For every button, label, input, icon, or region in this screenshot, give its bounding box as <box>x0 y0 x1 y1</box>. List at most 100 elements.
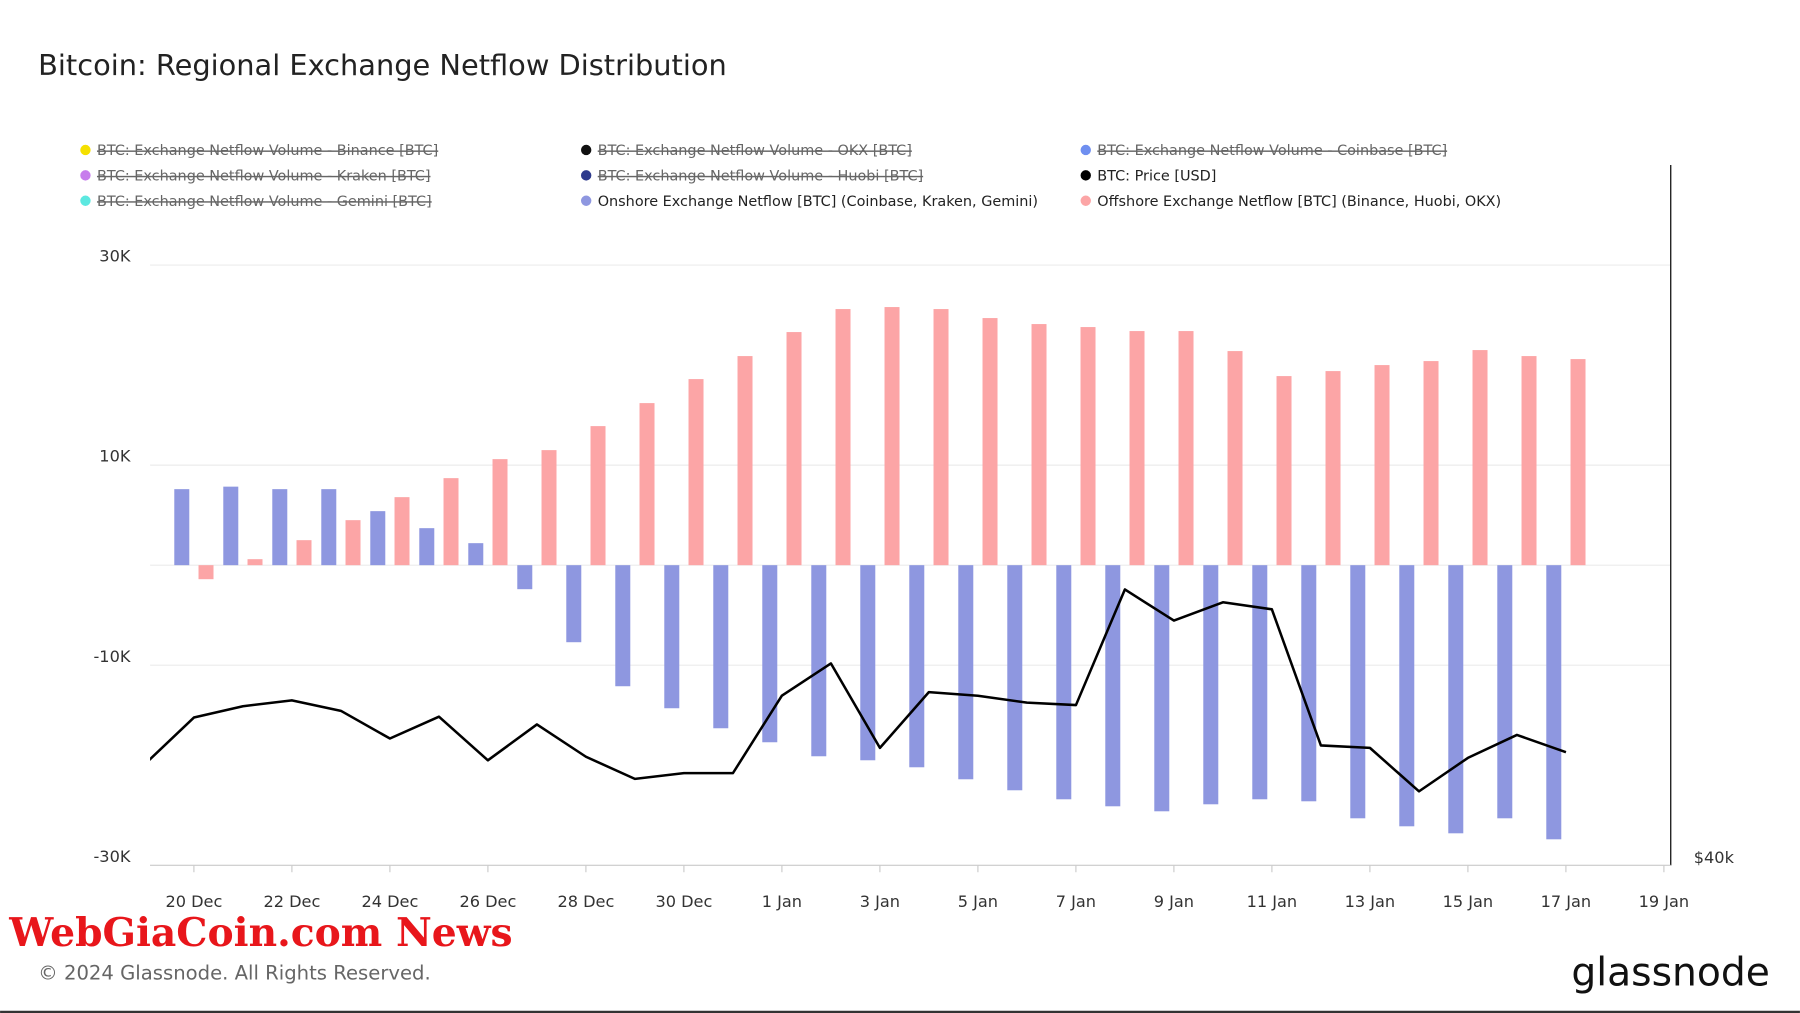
bar <box>1007 565 1023 791</box>
legend-marker <box>1080 144 1091 156</box>
legend-label: BTC: Exchange Netflow Volume - OKX [BTC] <box>598 143 912 159</box>
bar <box>982 318 998 566</box>
y-tick-label: -10K <box>93 647 130 666</box>
x-tick-label: 28 Dec <box>557 892 614 911</box>
bar <box>272 489 288 566</box>
bar <box>590 426 606 566</box>
bar <box>1325 371 1341 566</box>
bar <box>443 478 459 566</box>
x-tick-label: 26 Dec <box>459 892 516 911</box>
bar <box>737 356 753 566</box>
bar <box>1521 356 1537 566</box>
bar <box>1374 365 1390 566</box>
bar <box>345 520 361 566</box>
y-tick-label: 30K <box>99 247 131 266</box>
x-tick-label: 20 Dec <box>165 892 222 911</box>
bar <box>492 459 508 566</box>
bar <box>664 565 680 709</box>
price-line <box>150 588 1567 793</box>
bar <box>517 565 533 590</box>
legend-label: BTC: Exchange Netflow Volume - Gemini [B… <box>97 194 432 210</box>
bar <box>1227 351 1243 566</box>
bar <box>198 565 214 580</box>
bar <box>1423 361 1439 566</box>
axes: -30K -10K 10K 30K $40k 20 Dec 22 Dec 24 Dec 26 D… <box>93 247 1734 911</box>
bars <box>174 307 1586 840</box>
bar <box>1203 565 1219 805</box>
chart-title: Bitcoin: Regional Exchange Netflow Distr… <box>38 48 727 82</box>
brand-logo: glassnode <box>1571 950 1770 995</box>
bar <box>1129 331 1145 566</box>
x-tick-label: 9 Jan <box>1154 892 1194 911</box>
x-tick-label: 11 Jan <box>1247 892 1298 911</box>
x-tick-label: 19 Jan <box>1639 892 1690 911</box>
bar <box>296 540 312 566</box>
legend-label: BTC: Exchange Netflow Volume - Coinbase … <box>1097 143 1447 159</box>
bar <box>1546 565 1562 840</box>
x-tick-label: 17 Jan <box>1541 892 1592 911</box>
legend-marker <box>580 144 592 156</box>
bar <box>1056 565 1072 800</box>
bar <box>909 565 925 768</box>
legend-marker <box>580 170 592 181</box>
bar <box>566 565 582 643</box>
bar <box>1252 565 1268 800</box>
bar <box>174 489 190 566</box>
bar <box>762 565 778 743</box>
bar <box>688 379 704 566</box>
bar <box>835 309 851 566</box>
legend-label: Onshore Exchange Netflow [BTC] (Coinbase… <box>598 194 1038 210</box>
x-tick-label: 1 Jan <box>762 892 802 911</box>
bar <box>1301 565 1317 802</box>
bar <box>223 486 239 566</box>
bar <box>370 511 386 566</box>
bar <box>419 528 435 566</box>
copyright: © 2024 Glassnode. All Rights Reserved. <box>38 962 431 985</box>
bar <box>1570 359 1586 566</box>
bar <box>321 489 337 566</box>
legend-marker <box>80 144 91 156</box>
bar <box>1031 324 1047 566</box>
bar <box>1399 565 1415 827</box>
bar <box>958 565 974 780</box>
y-tick-label: -30K <box>93 847 130 866</box>
x-tick-label: 24 Dec <box>361 892 418 911</box>
legend-label: BTC: Exchange Netflow Volume - Binance [… <box>97 143 438 159</box>
bar <box>786 332 802 566</box>
x-tick-label: 7 Jan <box>1056 892 1096 911</box>
x-tick-label: 22 Dec <box>263 892 320 911</box>
bar <box>1350 565 1366 819</box>
bar <box>394 497 410 566</box>
bar <box>811 565 827 757</box>
x-tick-label: 13 Jan <box>1345 892 1396 911</box>
bar <box>1448 565 1464 834</box>
y2-tick-label: $40k <box>1694 848 1735 867</box>
watermark: WebGiaCoin.com News <box>8 910 512 956</box>
legend: BTC: Exchange Netflow Volume - Binance [… <box>80 143 1501 210</box>
bar <box>1178 331 1194 566</box>
x-tick-label: 15 Jan <box>1443 892 1494 911</box>
bar <box>247 559 263 566</box>
legend-marker <box>1080 195 1091 206</box>
legend-marker <box>580 195 592 206</box>
bar <box>639 403 655 566</box>
x-tick-label: 3 Jan <box>860 892 900 911</box>
bar <box>1472 350 1488 566</box>
legend-marker <box>80 195 91 206</box>
bar <box>860 565 876 761</box>
bar <box>1105 565 1121 807</box>
bar <box>713 565 729 729</box>
bar <box>541 450 557 566</box>
bar <box>615 565 631 687</box>
x-tick-label: 30 Dec <box>655 892 712 911</box>
legend-marker <box>1080 170 1091 181</box>
legend-label: BTC: Price [USD] <box>1097 169 1216 185</box>
bar <box>1497 565 1513 819</box>
x-tick-label: 5 Jan <box>958 892 998 911</box>
bar <box>933 309 949 566</box>
bar <box>1276 376 1292 566</box>
legend-label: Offshore Exchange Netflow [BTC] (Binance… <box>1097 194 1501 210</box>
bar <box>468 543 484 566</box>
legend-label: BTC: Exchange Netflow Volume - Huobi [BT… <box>598 169 923 185</box>
